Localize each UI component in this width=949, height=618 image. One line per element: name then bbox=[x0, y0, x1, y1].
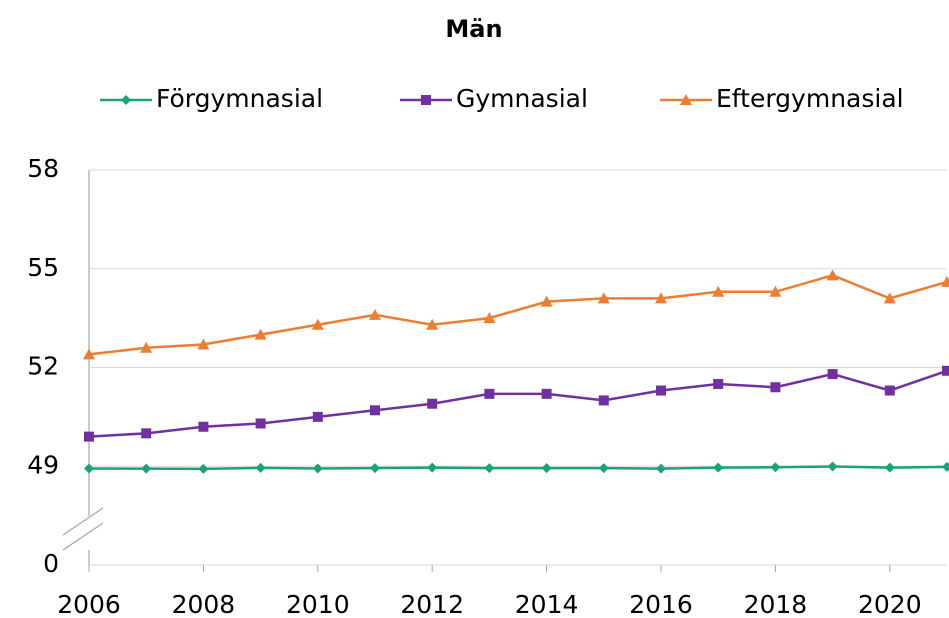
x-tick-label: 2020 bbox=[858, 590, 922, 618]
marker bbox=[827, 461, 838, 472]
marker bbox=[198, 463, 209, 474]
marker bbox=[426, 318, 439, 330]
marker bbox=[769, 285, 782, 297]
legend-marker bbox=[680, 94, 692, 105]
marker bbox=[656, 385, 666, 396]
marker bbox=[197, 338, 210, 350]
marker bbox=[770, 382, 781, 393]
marker bbox=[826, 269, 839, 281]
y-tick-label: 58 bbox=[27, 154, 59, 183]
x-tick-label: 2012 bbox=[400, 590, 464, 618]
marker bbox=[140, 341, 153, 353]
marker bbox=[369, 308, 381, 320]
marker bbox=[255, 418, 266, 429]
x-tick-label: 2014 bbox=[515, 590, 579, 618]
marker bbox=[312, 411, 323, 422]
marker bbox=[311, 318, 324, 330]
marker bbox=[655, 292, 667, 304]
marker bbox=[312, 463, 323, 474]
marker bbox=[427, 462, 438, 473]
y-tick-label: 0 bbox=[43, 549, 59, 578]
marker bbox=[484, 463, 495, 474]
series-line bbox=[88, 465, 948, 471]
legend-label: Förgymnasial bbox=[156, 84, 323, 113]
y-tick-label: 55 bbox=[27, 253, 59, 282]
marker bbox=[884, 385, 895, 396]
series-line bbox=[88, 369, 948, 438]
marker bbox=[254, 328, 267, 340]
marker bbox=[198, 421, 209, 432]
marker bbox=[884, 462, 895, 473]
marker bbox=[540, 295, 553, 307]
marker bbox=[941, 275, 949, 287]
marker bbox=[541, 463, 552, 474]
x-tick-label: 2016 bbox=[629, 590, 693, 618]
axis-break bbox=[62, 522, 104, 551]
marker bbox=[83, 348, 95, 360]
marker bbox=[656, 463, 666, 474]
marker bbox=[942, 365, 949, 376]
y-tick-label: 49 bbox=[27, 450, 59, 479]
marker bbox=[370, 405, 380, 416]
marker bbox=[712, 285, 725, 297]
marker bbox=[484, 388, 495, 399]
marker bbox=[541, 388, 552, 399]
marker bbox=[141, 463, 152, 474]
legend-marker bbox=[121, 95, 131, 105]
marker bbox=[84, 431, 94, 442]
x-tick-label: 2018 bbox=[744, 590, 808, 618]
marker bbox=[713, 462, 724, 473]
x-tick-label: 2008 bbox=[172, 590, 236, 618]
marker bbox=[141, 428, 152, 439]
marker bbox=[597, 292, 610, 304]
axis-break bbox=[62, 507, 104, 536]
marker bbox=[598, 463, 609, 474]
legend-label: Eftergymnasial bbox=[716, 84, 904, 113]
y-tick-label: 52 bbox=[27, 352, 59, 381]
marker bbox=[770, 462, 781, 473]
marker bbox=[827, 369, 838, 380]
marker bbox=[84, 463, 94, 474]
x-tick-label: 2006 bbox=[57, 590, 121, 618]
chart-title: Män bbox=[445, 15, 502, 43]
marker bbox=[713, 378, 724, 389]
marker bbox=[942, 461, 949, 472]
legend-marker bbox=[421, 95, 431, 105]
marker bbox=[255, 462, 266, 473]
marker bbox=[598, 395, 609, 406]
series-line bbox=[88, 274, 948, 356]
legend-label: Gymnasial bbox=[456, 84, 588, 113]
x-tick-label: 2010 bbox=[286, 590, 350, 618]
marker bbox=[883, 292, 896, 304]
axis-break-gap bbox=[60, 516, 110, 550]
marker bbox=[370, 463, 380, 474]
marker bbox=[427, 398, 438, 409]
marker bbox=[483, 312, 496, 324]
